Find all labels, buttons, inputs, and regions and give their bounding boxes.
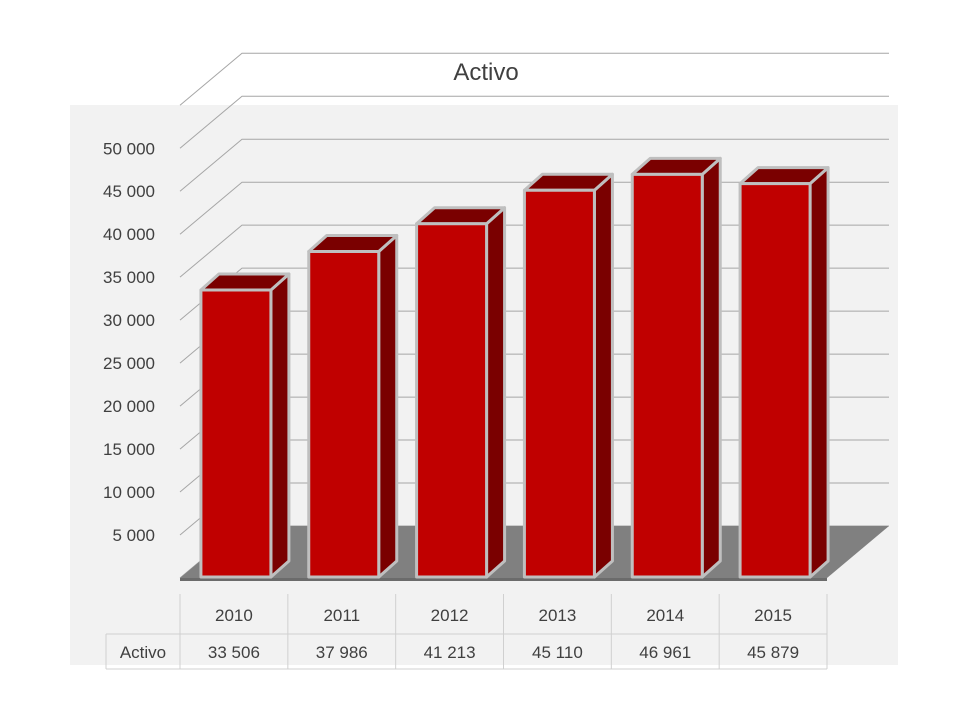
x-category-label: 2011 xyxy=(323,606,360,625)
bar-side xyxy=(377,234,399,579)
table-series-name: Activo xyxy=(120,643,166,662)
table-value-cell: 45 110 xyxy=(532,643,583,662)
bar xyxy=(630,156,722,579)
table-value-cell: 41 213 xyxy=(424,643,476,662)
y-tick-label: 45 000 xyxy=(103,182,155,201)
bar-front xyxy=(199,288,273,579)
x-category-label: 2010 xyxy=(215,606,253,625)
data-table: Activo 2010 33 506 2011 37 986 2012 41 213 2013… xyxy=(105,594,828,670)
bars xyxy=(199,156,830,579)
bar xyxy=(522,172,614,579)
bar-top xyxy=(415,206,507,226)
bar-side xyxy=(700,156,722,579)
y-axis-ticks: 5 000 10 000 15 000 20 000 25 000 30 000 35 00… xyxy=(103,139,155,545)
bar-top xyxy=(522,172,614,192)
bar-front xyxy=(522,188,596,579)
bar-front xyxy=(307,250,381,579)
bar-front xyxy=(415,222,489,579)
bar-top xyxy=(630,156,722,176)
bar xyxy=(199,272,291,579)
bar-top xyxy=(307,234,399,254)
table-value-cell: 46 961 xyxy=(639,643,691,662)
bar-front xyxy=(738,182,812,579)
floor-front xyxy=(180,578,827,581)
y-tick-label: 10 000 xyxy=(103,483,155,502)
y-tick-label: 35 000 xyxy=(103,268,155,287)
gridline xyxy=(179,95,889,149)
x-category-label: 2013 xyxy=(539,606,577,625)
bar xyxy=(307,234,399,579)
table-value-cell: 45 879 xyxy=(747,643,799,662)
table-value-cell: 33 506 xyxy=(208,643,260,662)
y-tick-label: 25 000 xyxy=(103,354,155,373)
x-category-label: 2012 xyxy=(431,606,469,625)
x-category-label: 2015 xyxy=(754,606,792,625)
bar-side xyxy=(808,166,830,579)
gridline xyxy=(179,52,889,106)
y-tick-label: 20 000 xyxy=(103,397,155,416)
bar-top xyxy=(738,166,830,186)
y-tick-label: 50 000 xyxy=(103,139,155,158)
chart-title: Activo xyxy=(453,59,518,86)
gridline xyxy=(179,138,889,192)
table-value-cell: 37 986 xyxy=(316,643,368,662)
bar-side xyxy=(592,172,614,579)
bar-front xyxy=(630,172,704,579)
y-tick-label: 5 000 xyxy=(112,526,155,545)
y-tick-label: 30 000 xyxy=(103,311,155,330)
x-category-label: 2014 xyxy=(646,606,684,625)
bar xyxy=(738,166,830,579)
bar xyxy=(415,206,507,579)
bar-side xyxy=(485,206,507,579)
bar-top xyxy=(199,272,291,292)
y-tick-label: 40 000 xyxy=(103,225,155,244)
y-tick-label: 15 000 xyxy=(103,440,155,459)
bar-side xyxy=(269,272,291,579)
